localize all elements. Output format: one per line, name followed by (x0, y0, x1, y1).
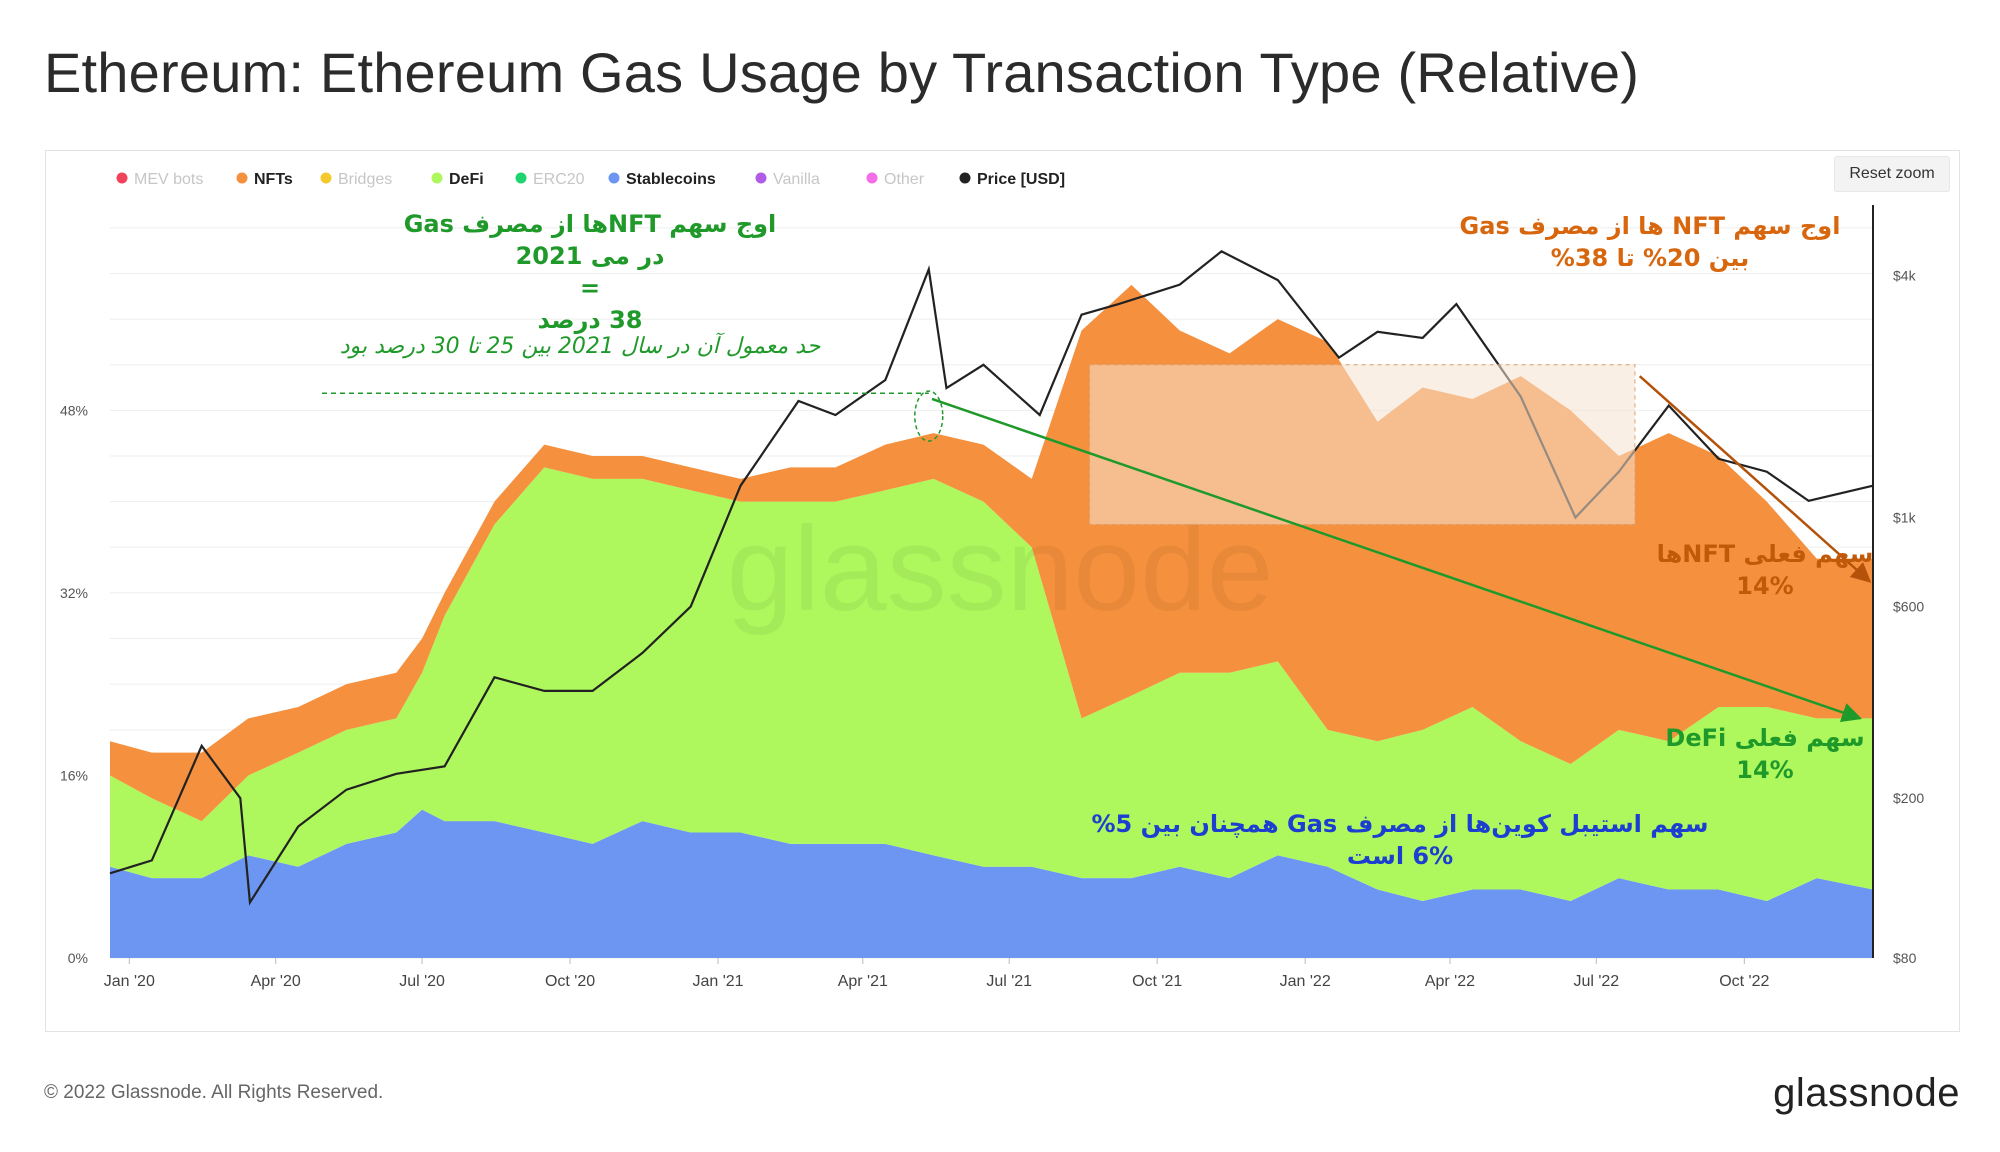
legend-label: Vanilla (773, 171, 820, 188)
x-tick-label: Jan '20 (104, 973, 155, 990)
annotation-nft-current-title: سهم فعلی NFTها (1656, 540, 1874, 568)
axes: Jan '20 Apr '20 Jul '20 Oct '20 Jan '21 Apr '… (60, 205, 1924, 990)
legend-label: Price [USD] (977, 171, 1065, 188)
y-right-tick-label: $4k (1893, 268, 1917, 284)
legend-label: NFTs (254, 171, 293, 188)
annotation-peak-value: 38 درصد (537, 306, 643, 334)
peak-highlight-circle (914, 390, 944, 442)
annotation-defi-current-value: 14% (1736, 756, 1794, 784)
x-tick-label: Apr '21 (838, 973, 888, 990)
legend-item-erc20[interactable]: ERC20 (515, 171, 585, 188)
legend-item-stablecoins[interactable]: Stablecoins (608, 171, 716, 188)
legend-item-other[interactable]: Other (866, 171, 925, 188)
x-tick-label: Jul '21 (986, 973, 1032, 990)
legend-item-bridges[interactable]: Bridges (320, 171, 393, 188)
annotation-peak-title: اوج سهم NFTها از مصرف Gas (403, 210, 777, 238)
legend-item-nfts[interactable]: NFTs (236, 171, 293, 188)
x-tick-label: Oct '22 (1719, 973, 1769, 990)
legend-marker (431, 172, 443, 184)
x-tick-label: Jan '22 (1280, 973, 1331, 990)
legend-marker (959, 172, 971, 184)
legend-marker (320, 172, 332, 184)
area-defi (110, 467, 1873, 901)
annotation-stablecoin-value: 6% است (1346, 842, 1454, 870)
legend-marker (236, 172, 248, 184)
y-right-tick-label: $80 (1893, 950, 1917, 966)
y-right-tick-label: $200 (1893, 790, 1924, 806)
y-left-tick-label: 16% (60, 767, 88, 783)
x-tick-label: Jul '20 (399, 973, 445, 990)
annotation-nft-current-value: 14% (1736, 572, 1794, 600)
x-tick-label: Apr '22 (1425, 973, 1475, 990)
legend-label: Stablecoins (626, 171, 716, 188)
annotation-defi-current-title: سهم فعلی DeFi (1665, 724, 1865, 752)
annotation-peak-date: در می 2021 (515, 242, 665, 270)
x-tick-label: Jul '22 (1573, 973, 1619, 990)
footer-logo: glassnode (1773, 1071, 1960, 1115)
annotation-stablecoin-title: سهم استیبل کوین‌ها از مصرف Gas همچنان بی… (1091, 810, 1709, 838)
x-tick-label: Oct '21 (1132, 973, 1182, 990)
y-left-tick-label: 48% (60, 402, 88, 418)
reset-zoom-button[interactable]: Reset zoom (1834, 156, 1950, 192)
annotation-nft-range-title: اوج سهم NFT ها از مصرف Gas (1459, 212, 1841, 240)
y-left-tick-label: 32% (60, 585, 88, 601)
annotation-nft-range-value: بین 20% تا 38% (1550, 244, 1750, 272)
y-right-tick-label: $600 (1893, 599, 1924, 615)
legend-label: Bridges (338, 171, 392, 188)
nft-range-highlight (1089, 364, 1636, 525)
legend-marker (116, 172, 128, 184)
y-left-tick-label: 0% (68, 950, 88, 966)
annotation-normal-range: حد معمول آن در سال 2021 بین 25 تا 30 درص… (339, 334, 821, 359)
defi-decline-arrow (931, 397, 1863, 723)
annotation-overlays (322, 364, 1872, 723)
area-stablecoins (110, 809, 1873, 958)
footer-copyright: © 2022 Glassnode. All Rights Reserved. (44, 1082, 384, 1103)
x-tick-label: Oct '20 (545, 973, 595, 990)
legend-label: Other (884, 171, 925, 188)
legend-item-price-usd-[interactable]: Price [USD] (959, 171, 1066, 188)
legend-item-mev-bots[interactable]: MEV bots (116, 171, 204, 188)
legend-marker (515, 172, 527, 184)
annotation-peak-eq: = (579, 274, 601, 302)
y-right-tick-label: $1k (1893, 509, 1917, 525)
page-title: Ethereum: Ethereum Gas Usage by Transact… (44, 41, 1640, 104)
x-tick-label: Jan '21 (692, 973, 743, 990)
legend-marker (755, 172, 767, 184)
nft-decline-arrow (1638, 375, 1872, 583)
chart-frame (45, 150, 1960, 1032)
legend-marker (608, 172, 620, 184)
legend-label: MEV bots (134, 171, 203, 188)
legend-marker (866, 172, 878, 184)
x-tick-label: Apr '20 (251, 973, 301, 990)
legend-label: ERC20 (533, 171, 585, 188)
legend-label: DeFi (449, 171, 484, 188)
legend: MEV bots NFTs Bridges DeFi ERC20 Stablecoins V… (116, 171, 1066, 188)
legend-item-vanilla[interactable]: Vanilla (755, 171, 820, 188)
legend-item-defi[interactable]: DeFi (431, 171, 484, 188)
